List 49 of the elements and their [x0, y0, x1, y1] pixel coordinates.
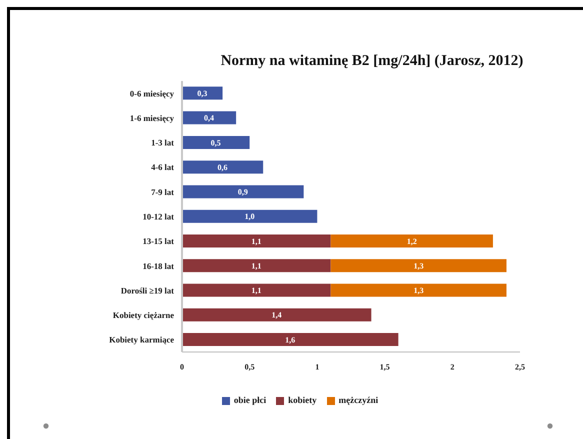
- data-label: 1,6: [285, 335, 296, 344]
- x-tick-label: 2: [450, 362, 454, 372]
- bar: [182, 111, 236, 124]
- bar: [330, 284, 506, 297]
- y-tick-label: 1-6 miesięcy: [130, 112, 175, 123]
- y-tick-label: 7-9 lat: [151, 186, 174, 197]
- data-label: 0,4: [204, 114, 214, 123]
- bar: [182, 160, 264, 174]
- bar: [182, 136, 250, 149]
- y-tick-label: Dorośli ≥19 lat: [120, 285, 174, 296]
- y-tick-label: 10-12 lat: [142, 212, 174, 222]
- data-label: 1,1: [251, 286, 262, 296]
- bar: [330, 234, 493, 248]
- x-tick-label: 0,5: [244, 362, 255, 372]
- y-tick-label: 4-6 lat: [151, 162, 174, 172]
- bar: [182, 259, 331, 272]
- data-label: 0,9: [238, 188, 248, 197]
- bar: [182, 284, 331, 297]
- data-label: 1,1: [251, 236, 262, 246]
- bar: [182, 333, 398, 346]
- bar: [182, 234, 331, 248]
- x-tick-label: 1: [315, 362, 320, 372]
- data-label: 0,3: [197, 89, 208, 98]
- legend-label: mężczyźni: [338, 395, 378, 405]
- data-label: 0,5: [210, 138, 221, 148]
- data-label: 1,1: [251, 261, 262, 270]
- data-label: 1,3: [414, 286, 424, 296]
- y-tick-label: 13-15 lat: [142, 236, 174, 246]
- data-label: 1,2: [406, 236, 417, 246]
- x-tick-label: 0: [180, 362, 184, 372]
- bar: [182, 86, 223, 100]
- data-label: 1,3: [414, 261, 424, 270]
- legend-label: kobiety: [288, 395, 317, 405]
- y-tick-label: 16-18 lat: [142, 260, 174, 271]
- y-tick-label: 1-3 lat: [151, 138, 174, 148]
- y-tick-label: Kobiety ciężarne: [112, 310, 174, 320]
- bar: [182, 185, 304, 198]
- data-label: 1,4: [272, 310, 282, 320]
- y-tick-label: Kobiety karmiące: [109, 334, 174, 345]
- data-label: 0,6: [218, 162, 228, 172]
- chart-title: Normy na witaminę B2 [mg/24h] (Jarosz, 2012): [220, 53, 524, 70]
- x-tick-label: 1,5: [380, 362, 390, 372]
- bar: [182, 210, 318, 223]
- data-label: 1,0: [244, 212, 255, 222]
- bar: [182, 308, 372, 322]
- bar: [330, 259, 506, 272]
- y-tick-label: 0-6 miesięcy: [130, 88, 175, 98]
- legend-label: obie płci: [234, 395, 266, 405]
- x-tick-label: 2,5: [515, 362, 525, 372]
